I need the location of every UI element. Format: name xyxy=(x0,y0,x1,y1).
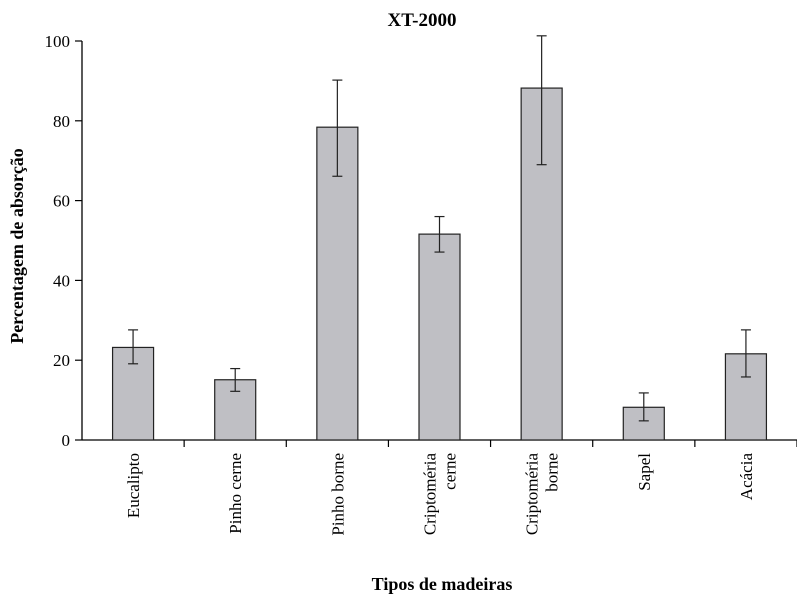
x-categories: Eucalipto Pinho cerne Pinho borne Criptomér… xyxy=(124,440,797,536)
chart-title: XT-2000 xyxy=(388,10,457,31)
error-bars xyxy=(128,35,751,422)
x-category-label: Criptoméria borne xyxy=(523,453,562,536)
y-tick-label: 80 xyxy=(53,112,70,131)
y-ticks: 0 20 40 60 80 100 xyxy=(45,32,82,450)
x-category-label: Acácia xyxy=(737,453,756,501)
x-category-text: cerne xyxy=(441,453,460,490)
x-category-text: borne xyxy=(543,453,562,492)
x-category-label: Sapel xyxy=(635,453,654,491)
x-category-text: Pinho cerne xyxy=(226,453,245,534)
x-category-text: Criptoméria xyxy=(421,453,440,536)
bar xyxy=(316,126,359,441)
x-category-text: Sapel xyxy=(635,453,654,491)
x-axis-label: Tipos de madeiras xyxy=(372,574,513,594)
x-category-label: Pinho cerne xyxy=(226,453,245,534)
y-tick-label: 40 xyxy=(53,271,70,290)
x-category-label: Eucalipto xyxy=(124,453,143,518)
x-category-text: Eucalipto xyxy=(124,453,143,518)
bars xyxy=(111,87,768,441)
x-category-text: Acácia xyxy=(737,453,756,501)
y-axis-label: Percentagem de absorção xyxy=(7,148,27,344)
y-tick-label: 100 xyxy=(45,32,71,51)
x-category-label: Pinho borne xyxy=(328,453,347,536)
x-category-text: Criptoméria xyxy=(523,453,542,536)
y-tick-label: 0 xyxy=(62,431,71,450)
y-tick-label: 60 xyxy=(53,192,70,211)
x-category-text: Pinho borne xyxy=(328,453,347,536)
bar xyxy=(418,233,461,441)
x-category-label: Criptoméria cerne xyxy=(421,453,460,536)
y-tick-label: 20 xyxy=(53,351,70,370)
